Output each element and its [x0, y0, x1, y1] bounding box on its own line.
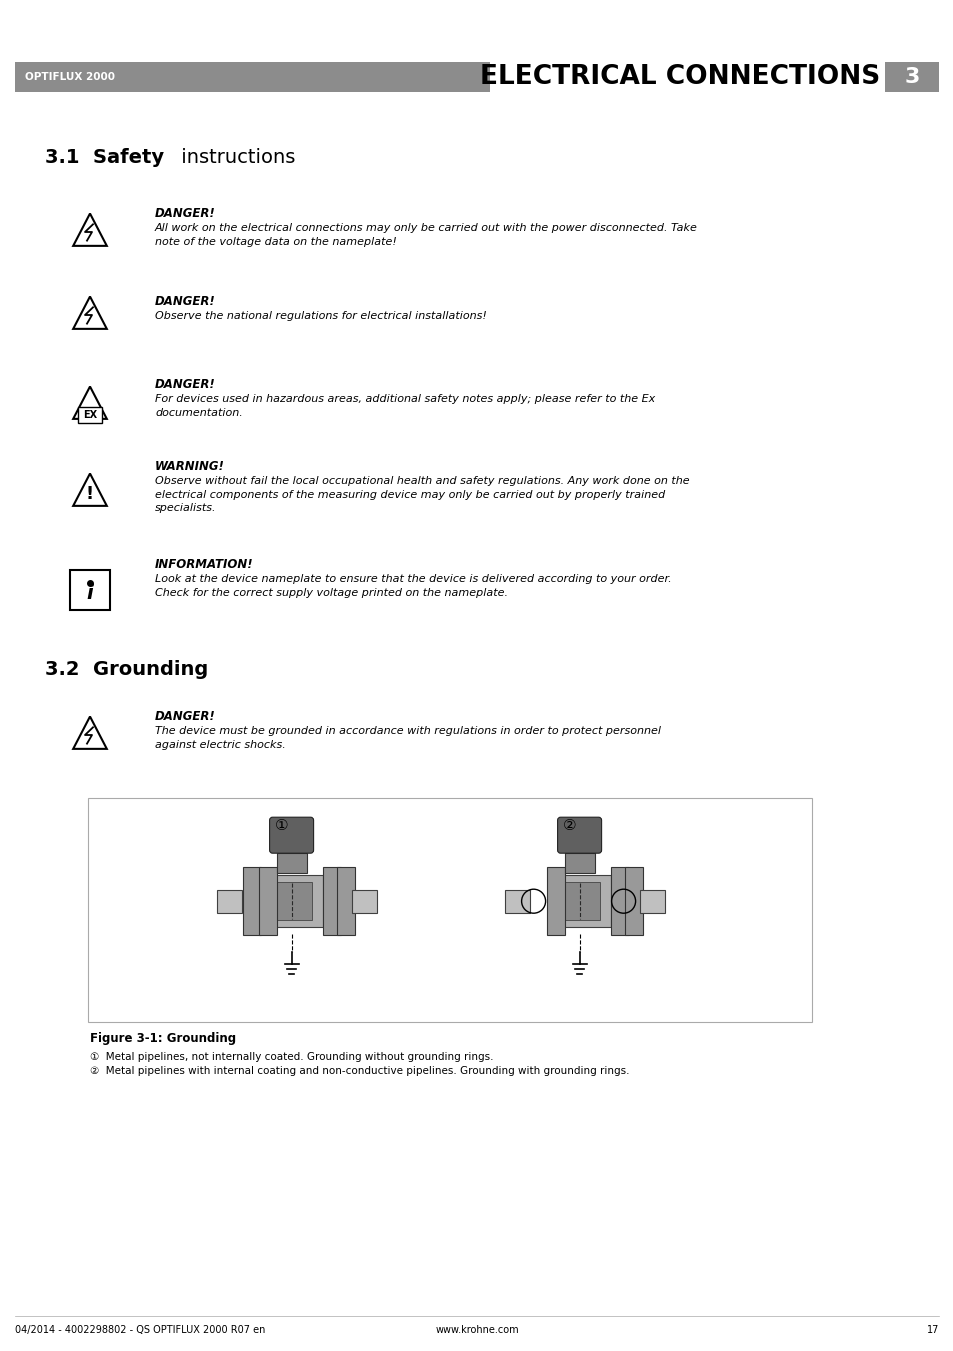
Text: INFORMATION!: INFORMATION! [154, 558, 253, 571]
FancyBboxPatch shape [15, 62, 490, 92]
FancyBboxPatch shape [70, 570, 111, 611]
Text: Observe the national regulations for electrical installations!: Observe the national regulations for ele… [154, 311, 486, 322]
FancyBboxPatch shape [336, 867, 355, 935]
Text: DANGER!: DANGER! [154, 378, 215, 390]
Text: Look at the device nameplate to ensure that the device is delivered according to: Look at the device nameplate to ensure t… [154, 574, 671, 597]
FancyBboxPatch shape [352, 890, 376, 913]
FancyBboxPatch shape [258, 867, 276, 935]
FancyBboxPatch shape [639, 890, 664, 913]
Text: WARNING!: WARNING! [154, 459, 225, 473]
FancyBboxPatch shape [260, 875, 322, 927]
Text: EX: EX [83, 411, 97, 420]
Text: i: i [87, 584, 93, 603]
FancyBboxPatch shape [88, 798, 811, 1021]
Text: ②  Metal pipelines with internal coating and non-conductive pipelines. Grounding: ② Metal pipelines with internal coating … [90, 1066, 629, 1075]
Text: ①: ① [274, 817, 288, 834]
Text: 3.2  Grounding: 3.2 Grounding [45, 661, 208, 680]
Text: 3.1  Safety: 3.1 Safety [45, 149, 164, 168]
Text: DANGER!: DANGER! [154, 295, 215, 308]
Text: www.krohne.com: www.krohne.com [435, 1325, 518, 1335]
Text: instructions: instructions [174, 149, 295, 168]
FancyBboxPatch shape [504, 890, 530, 913]
FancyBboxPatch shape [242, 867, 260, 935]
FancyBboxPatch shape [78, 407, 102, 423]
FancyBboxPatch shape [557, 817, 601, 854]
Text: All work on the electrical connections may only be carried out with the power di: All work on the electrical connections m… [154, 223, 698, 247]
Text: 17: 17 [925, 1325, 938, 1335]
Text: OPTIFLUX 2000: OPTIFLUX 2000 [25, 72, 115, 82]
Text: Figure 3-1: Grounding: Figure 3-1: Grounding [90, 1032, 236, 1046]
FancyBboxPatch shape [564, 854, 594, 873]
Text: For devices used in hazardous areas, additional safety notes apply; please refer: For devices used in hazardous areas, add… [154, 394, 655, 417]
Text: Observe without fail the local occupational health and safety regulations. Any w: Observe without fail the local occupatio… [154, 476, 689, 513]
FancyBboxPatch shape [270, 817, 314, 854]
FancyBboxPatch shape [217, 890, 242, 913]
Text: DANGER!: DANGER! [154, 711, 215, 723]
FancyBboxPatch shape [322, 867, 340, 935]
Text: 3: 3 [903, 68, 919, 86]
FancyBboxPatch shape [624, 867, 642, 935]
FancyBboxPatch shape [546, 867, 564, 935]
FancyBboxPatch shape [548, 875, 610, 927]
FancyBboxPatch shape [884, 62, 938, 92]
FancyBboxPatch shape [610, 867, 628, 935]
Text: 04/2014 - 4002298802 - QS OPTIFLUX 2000 R07 en: 04/2014 - 4002298802 - QS OPTIFLUX 2000 … [15, 1325, 265, 1335]
Text: ELECTRICAL CONNECTIONS: ELECTRICAL CONNECTIONS [479, 63, 879, 91]
Text: ②: ② [562, 817, 576, 834]
FancyBboxPatch shape [559, 882, 599, 920]
FancyBboxPatch shape [276, 854, 306, 873]
Text: The device must be grounded in accordance with regulations in order to protect p: The device must be grounded in accordanc… [154, 725, 660, 750]
Text: ①  Metal pipelines, not internally coated. Grounding without grounding rings.: ① Metal pipelines, not internally coated… [90, 1052, 493, 1062]
FancyBboxPatch shape [272, 882, 312, 920]
Text: DANGER!: DANGER! [154, 207, 215, 220]
Text: !: ! [86, 485, 94, 503]
